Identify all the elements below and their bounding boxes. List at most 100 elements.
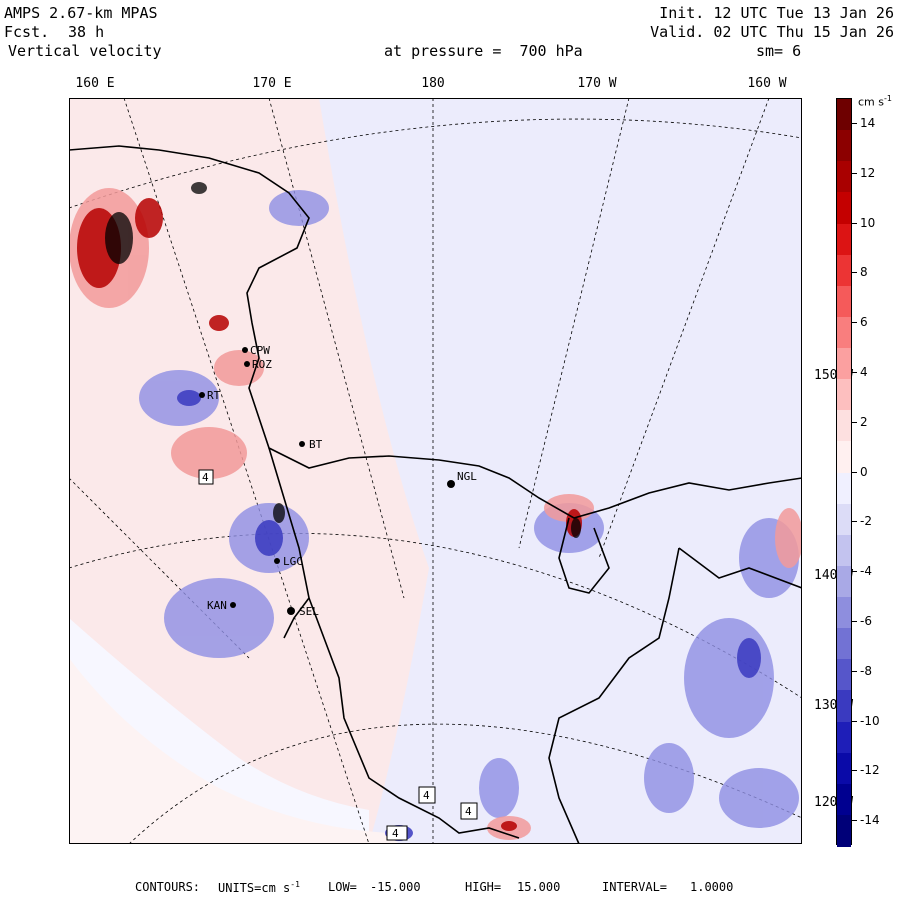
- svg-text:LGC: LGC: [283, 555, 303, 568]
- colorbar-segment: [837, 441, 851, 473]
- colorbar-label: -10: [860, 713, 880, 728]
- colorbar-segment: [837, 223, 851, 256]
- footer-high-label: HIGH=: [465, 880, 502, 894]
- station-rt: RT: [199, 389, 221, 402]
- contour-label-boxes: 4 4 4 4: [198, 469, 478, 841]
- colorbar-label: -4: [860, 564, 872, 579]
- colorbar-label: 14: [860, 115, 876, 130]
- colorbar-unit: cm s-1: [858, 94, 892, 109]
- colorbar-tick: [852, 770, 857, 772]
- colorbar-tick: [852, 620, 857, 622]
- contour-box-3: 4: [460, 802, 478, 820]
- southwest-pink-region: [69, 658, 399, 844]
- colorbar-tick: [852, 421, 857, 423]
- colorbar-segment: [837, 161, 851, 193]
- colorbar-segment: [837, 130, 851, 162]
- svg-text:SEL: SEL: [299, 605, 319, 618]
- colorbar-segment: [837, 503, 851, 536]
- colorbar-segment: [837, 814, 851, 847]
- colorbar-label: -2: [860, 514, 872, 529]
- footer-contours-label: CONTOURS:: [135, 880, 201, 894]
- svg-text:4: 4: [423, 789, 430, 802]
- colorbar-tick: [852, 670, 857, 672]
- colorbar-tick: [852, 720, 857, 722]
- lon-label-160e: 160 E: [75, 76, 115, 91]
- footer-interval-value: 1.0000: [690, 880, 734, 894]
- station-kan: KAN: [207, 599, 236, 612]
- colorbar-tick: [852, 571, 857, 573]
- lon-label-180: 180: [421, 76, 445, 91]
- colorbar-segment: [837, 410, 851, 442]
- footer-low-value: -15.000: [370, 880, 421, 894]
- svg-text:CPW: CPW: [250, 344, 270, 357]
- svg-text:4: 4: [465, 805, 472, 818]
- colorbar-label: 0: [860, 464, 868, 479]
- colorbar-segment: [837, 690, 851, 722]
- station-roz: ROZ: [244, 358, 272, 371]
- colorbar-tick: [852, 820, 857, 822]
- svg-text:ROZ: ROZ: [252, 358, 272, 371]
- contour-box-4: 4: [386, 825, 408, 841]
- colorbar-label: -6: [860, 613, 872, 628]
- colorbar-tick: [852, 521, 857, 523]
- colorbar-segment: [837, 472, 851, 505]
- colorbar-segment: [837, 534, 851, 567]
- station-ngl: NGL: [447, 470, 477, 488]
- field-title: Vertical velocity: [8, 42, 162, 60]
- colorbar-label: 4: [860, 364, 868, 379]
- forecast-hour-label: Fcst.: [4, 23, 50, 41]
- colorbar-label: 6: [860, 315, 868, 330]
- pressure-level: at pressure = 700 hPa: [384, 42, 583, 60]
- colorbar-label: -12: [860, 763, 880, 778]
- model-title: AMPS 2.67-km MPAS: [4, 4, 158, 22]
- valid-time: Valid. 02 UTC Thu 15 Jan 26: [650, 23, 894, 41]
- smoothing-label: sm= 6: [756, 42, 802, 60]
- dense-contour-clusters: [105, 182, 581, 538]
- colorbar-segment: [837, 659, 851, 691]
- colorbar-segment: [837, 99, 851, 131]
- graticule: [69, 98, 802, 844]
- coastline: [69, 145, 802, 844]
- svg-text:KAN: KAN: [207, 599, 227, 612]
- footer-interval-label: INTERVAL=: [602, 880, 668, 894]
- colorbar-tick: [852, 122, 857, 124]
- lon-label-170e: 170 E: [252, 76, 292, 91]
- colorbar-segment: [837, 783, 851, 816]
- vertical-velocity-map: CPW ROZ RT BT NGL LGC: [69, 98, 802, 844]
- svg-text:4: 4: [202, 471, 209, 484]
- colorbar-tick: [852, 222, 857, 224]
- station-sel: SEL: [287, 605, 319, 618]
- colorbar-label: -8: [860, 663, 872, 678]
- colorbar-tick: [852, 272, 857, 274]
- colorbar-tick: [852, 322, 857, 324]
- colorbar-segment: [837, 316, 851, 349]
- colorbar-segment: [837, 597, 851, 629]
- colorbar-segment: [837, 565, 851, 598]
- footer-units: UNITS=cm s-1: [218, 880, 300, 895]
- svg-text:4: 4: [392, 827, 399, 840]
- colorbar: [836, 98, 852, 847]
- svg-text:BT: BT: [309, 438, 323, 451]
- colorbar-segment: [837, 254, 851, 287]
- init-time: Init. 12 UTC Tue 13 Jan 26: [659, 4, 894, 22]
- colorbar-segment: [837, 752, 851, 785]
- colorbar-segment: [837, 379, 851, 411]
- colorbar-tick: [852, 172, 857, 174]
- colorbar-segment: [837, 348, 851, 380]
- footer-low-label: LOW=: [328, 880, 357, 894]
- station-cpw: CPW: [242, 344, 270, 357]
- map-frame: [69, 98, 802, 844]
- colorbar-label: 12: [860, 165, 876, 180]
- contour-box-1: 4: [198, 469, 214, 485]
- forecast-hour-value: 38 h: [68, 23, 105, 41]
- svg-text:RT: RT: [207, 389, 221, 402]
- station-lgc: LGC: [274, 555, 303, 568]
- colorbar-label: -14: [860, 813, 880, 828]
- footer-high-value: 15.000: [517, 880, 561, 894]
- colorbar-segment: [837, 721, 851, 754]
- colorbar-tick: [852, 371, 857, 373]
- station-bt: BT: [299, 438, 323, 451]
- colorbar-segment: [837, 628, 851, 660]
- contour-box-2: 4: [418, 786, 436, 804]
- colorbar-label: 10: [860, 215, 876, 230]
